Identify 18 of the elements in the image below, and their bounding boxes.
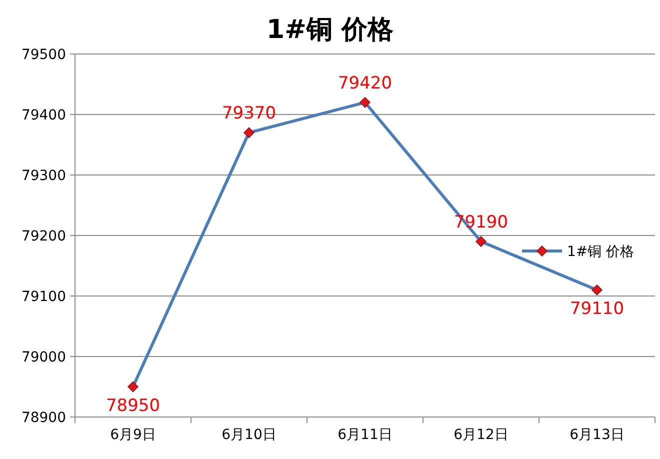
y-tick-label: 79200 [21, 228, 66, 244]
x-tick-label: 6月11日 [338, 427, 392, 443]
y-tick-label: 78900 [21, 410, 66, 426]
y-tick-label: 79400 [21, 107, 66, 124]
data-label: 79420 [338, 73, 392, 94]
data-label: 79110 [570, 298, 624, 319]
y-tick-label: 79100 [21, 288, 66, 305]
legend-label: 1#铜 价格 [567, 244, 634, 260]
y-tick-label: 79500 [21, 46, 66, 63]
data-label: 79370 [222, 104, 276, 124]
y-tick-label: 79000 [21, 349, 66, 366]
chart-title: 1#铜 价格 [266, 15, 394, 45]
x-tick-label: 6月13日 [570, 427, 624, 443]
x-tick-label: 6月10日 [222, 427, 276, 443]
data-label: 78950 [106, 396, 160, 416]
y-tick-label: 79300 [21, 168, 66, 184]
x-tick-label: 6月12日 [454, 427, 508, 443]
x-tick-label: 6月9日 [110, 427, 156, 443]
